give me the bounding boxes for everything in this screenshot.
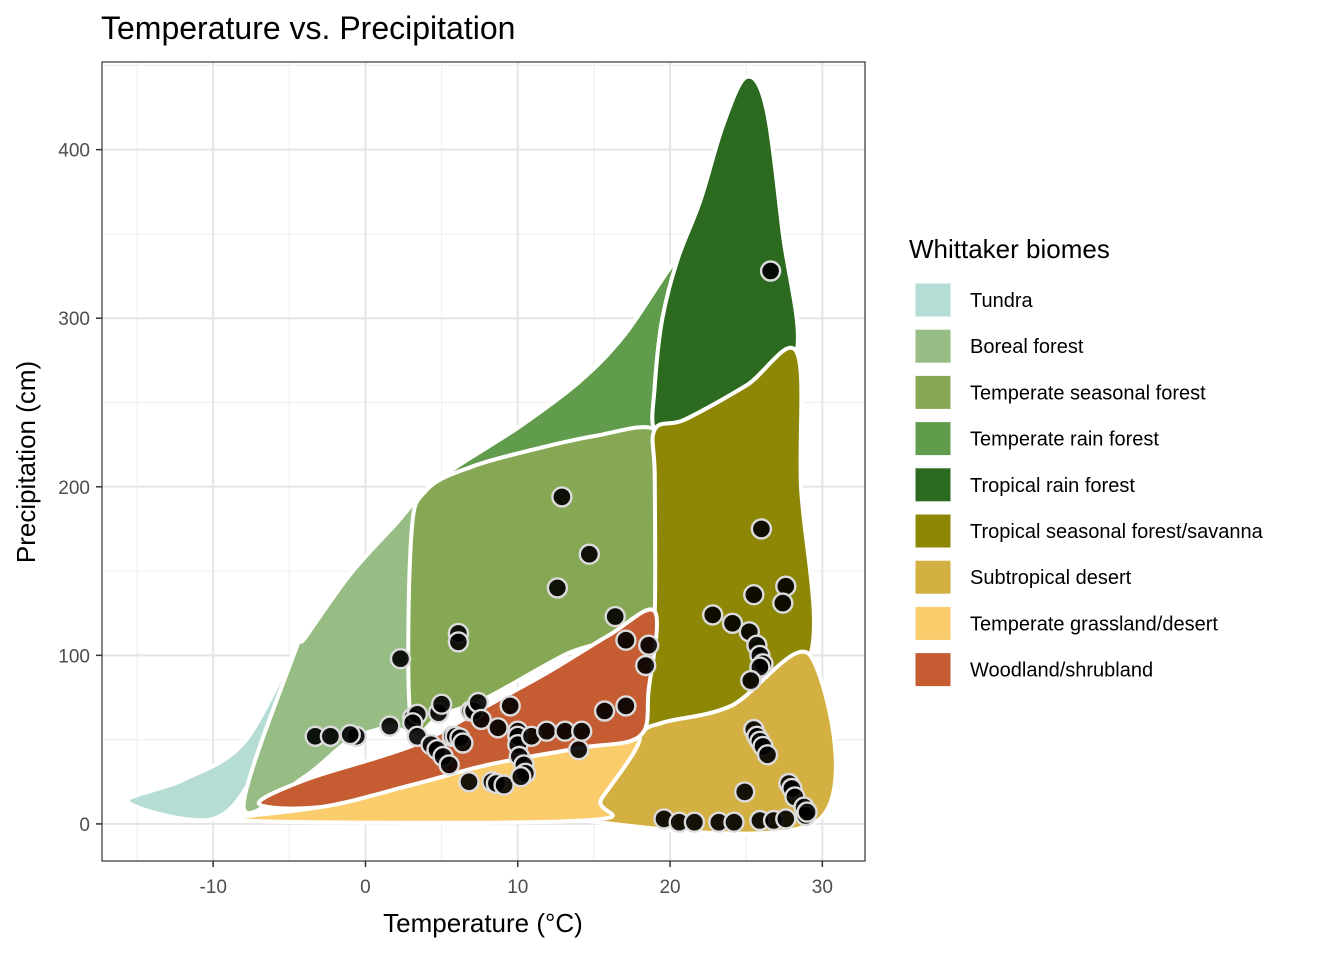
legend-label: Temperate grassland/desert	[970, 613, 1218, 635]
legend-label: Boreal forest	[970, 336, 1084, 358]
legend-label: Temperate rain forest	[970, 429, 1159, 451]
legend-key	[912, 650, 954, 690]
data-point	[721, 612, 744, 634]
data-point	[615, 629, 637, 651]
data-point	[750, 518, 773, 540]
data-point	[796, 801, 818, 823]
data-point	[487, 717, 509, 739]
biome-regions	[125, 74, 838, 836]
data-point	[635, 654, 657, 677]
legend-key	[912, 603, 954, 643]
data-point	[319, 725, 342, 747]
legend-label: Tropical rain forest	[970, 475, 1135, 497]
data-point	[470, 708, 492, 731]
data-point	[734, 781, 756, 803]
legend-key	[912, 511, 954, 551]
x-tick-label: 0	[360, 877, 371, 898]
chart-title: Temperature vs. Precipitation	[101, 10, 515, 46]
data-point	[379, 715, 401, 737]
legend-key	[912, 280, 954, 320]
legend-key	[912, 557, 954, 597]
data-point	[759, 260, 782, 282]
data-point	[743, 584, 765, 606]
data-point	[536, 720, 558, 742]
data-point	[772, 592, 794, 614]
y-tick-label: 400	[58, 141, 90, 162]
data-point	[447, 631, 470, 653]
legend-key	[912, 419, 954, 459]
legend-label: Tundra	[970, 290, 1034, 312]
data-point	[604, 605, 626, 628]
y-tick-label: 200	[58, 478, 90, 499]
data-point	[430, 693, 453, 715]
data-point	[568, 739, 590, 761]
y-tick-label: 0	[79, 815, 90, 836]
legend-items: Tundra Boreal forest Temperate seasonal fo…	[912, 280, 1264, 690]
legend-key	[912, 372, 954, 412]
plot-panel-border	[101, 61, 866, 862]
legend-title: Whittaker biomes	[909, 234, 1110, 264]
data-point	[571, 720, 593, 742]
data-point	[593, 700, 616, 722]
legend: Whittaker biomes Tundra Boreal forest Temp…	[909, 234, 1264, 690]
data-point	[756, 744, 779, 766]
y-tick-label: 100	[58, 646, 90, 667]
data-point	[551, 486, 573, 508]
y-axis-ticks: 0 100 200 300 400	[58, 141, 102, 836]
data-point	[578, 543, 600, 565]
data-point	[493, 774, 515, 796]
biome-region-tropical-rain-forest	[650, 74, 800, 434]
data-point	[683, 811, 706, 833]
x-axis-title: Temperature (°C)	[383, 908, 583, 938]
data-point	[339, 723, 361, 746]
x-tick-label: -10	[199, 877, 226, 898]
legend-label: Temperate seasonal forest	[970, 382, 1206, 404]
legend-key	[912, 465, 954, 505]
data-point	[438, 754, 460, 776]
data-point	[775, 808, 797, 830]
legend-key	[912, 326, 954, 366]
data-point	[615, 695, 637, 717]
legend-label: Subtropical desert	[970, 567, 1132, 589]
legend-label: Woodland/shrubland	[970, 660, 1153, 682]
x-tick-label: 30	[812, 877, 833, 898]
x-tick-label: 10	[507, 877, 528, 898]
x-tick-label: 20	[659, 877, 680, 898]
data-point	[702, 604, 724, 626]
data-points	[304, 260, 818, 833]
x-axis-ticks: -10 0 10 20 30	[199, 861, 833, 898]
data-point	[546, 577, 569, 599]
data-point	[723, 811, 745, 833]
data-point	[510, 766, 532, 788]
data-point	[499, 695, 521, 717]
y-tick-label: 300	[58, 309, 90, 330]
data-point	[452, 732, 474, 754]
data-point	[740, 669, 762, 692]
y-axis-title: Precipitation (cm)	[11, 361, 41, 563]
data-point	[638, 634, 660, 656]
data-point	[458, 771, 480, 793]
data-point	[389, 648, 412, 670]
legend-label: Tropical seasonal forest/savanna	[970, 521, 1264, 543]
